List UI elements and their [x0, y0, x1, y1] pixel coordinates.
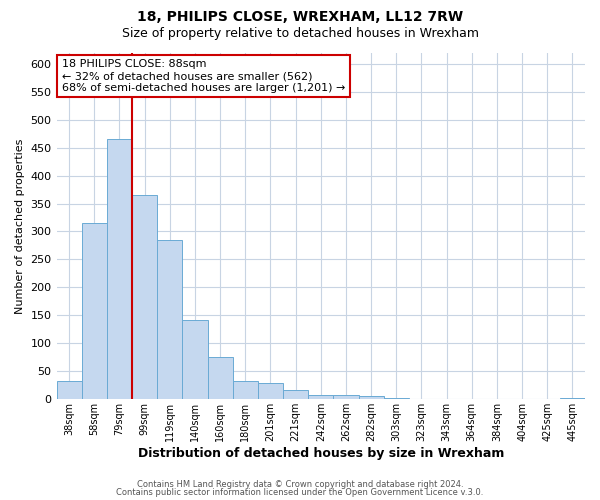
Bar	[233, 382, 258, 400]
Bar	[359, 396, 383, 400]
Text: 18 PHILIPS CLOSE: 88sqm
← 32% of detached houses are smaller (562)
68% of semi-d: 18 PHILIPS CLOSE: 88sqm ← 32% of detache…	[62, 60, 345, 92]
Bar	[132, 195, 157, 400]
Bar	[560, 398, 585, 400]
Bar	[182, 320, 208, 400]
Bar	[308, 395, 334, 400]
X-axis label: Distribution of detached houses by size in Wrexham: Distribution of detached houses by size …	[137, 447, 504, 460]
Bar	[383, 398, 409, 400]
Text: Contains public sector information licensed under the Open Government Licence v.: Contains public sector information licen…	[116, 488, 484, 497]
Bar	[334, 395, 359, 400]
Text: Contains HM Land Registry data © Crown copyright and database right 2024.: Contains HM Land Registry data © Crown c…	[137, 480, 463, 489]
Bar	[283, 390, 308, 400]
Text: Size of property relative to detached houses in Wrexham: Size of property relative to detached ho…	[121, 28, 479, 40]
Bar	[157, 240, 182, 400]
Y-axis label: Number of detached properties: Number of detached properties	[15, 138, 25, 314]
Bar	[107, 139, 132, 400]
Bar	[208, 358, 233, 400]
Bar	[82, 223, 107, 400]
Bar	[56, 382, 82, 400]
Bar	[258, 383, 283, 400]
Bar	[409, 398, 434, 400]
Text: 18, PHILIPS CLOSE, WREXHAM, LL12 7RW: 18, PHILIPS CLOSE, WREXHAM, LL12 7RW	[137, 10, 463, 24]
